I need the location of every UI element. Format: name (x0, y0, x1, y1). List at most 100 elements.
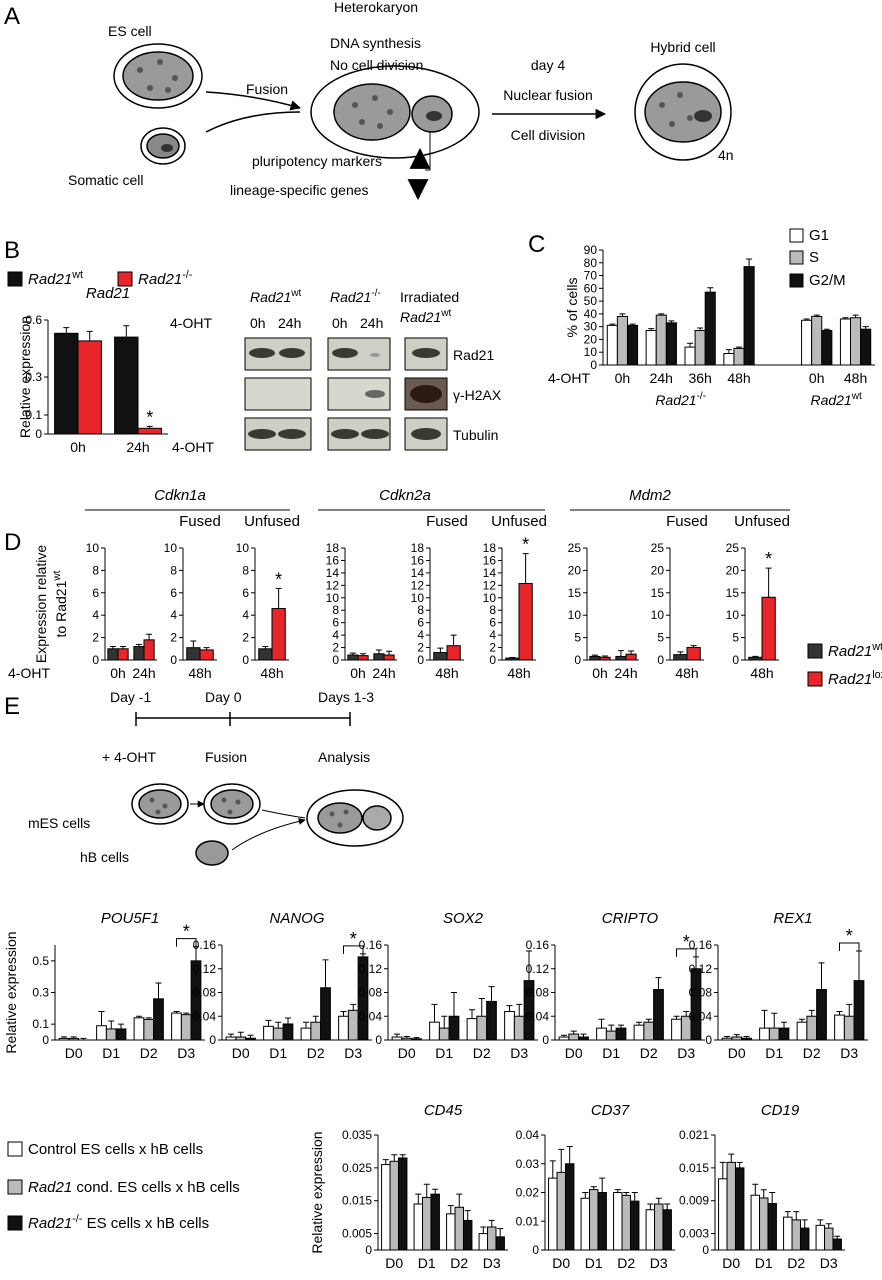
error-bar (303, 1021, 309, 1029)
error-bar (558, 1148, 565, 1173)
bar (759, 1197, 769, 1251)
x-tick-label: 48h (188, 665, 211, 681)
superscript: wt (851, 391, 862, 402)
x-tick-label: D2 (640, 1045, 658, 1061)
bar (768, 1027, 780, 1041)
bar (171, 1012, 182, 1041)
x-tick-label: D0 (728, 1045, 746, 1061)
y-tick-label: 8 (170, 563, 177, 577)
error-bar (522, 553, 529, 584)
error-bar (262, 646, 269, 649)
bar (597, 1192, 607, 1251)
bar (580, 1197, 591, 1251)
y-tick-label: 0 (489, 653, 496, 667)
bar (645, 1209, 656, 1251)
superscript: wt (290, 288, 301, 299)
error-bar (580, 1033, 587, 1038)
chart-title: Unfused (491, 513, 547, 530)
x-tick-label: 0h (592, 665, 608, 681)
y-tick-label: 20 (568, 563, 582, 577)
bar (654, 1203, 664, 1251)
y-tick-label: 6 (489, 616, 496, 630)
error-bar (437, 647, 444, 653)
bar (114, 336, 139, 435)
y-tick-label: 10 (651, 608, 665, 622)
error-bar (265, 1019, 272, 1027)
error-bar (655, 1197, 662, 1204)
legend-swatch (117, 271, 133, 287)
bar (446, 645, 461, 661)
error-bar (109, 646, 116, 649)
error-bar (145, 1017, 152, 1020)
timeline-step: Analysis (318, 749, 370, 765)
error-bar (516, 1003, 523, 1017)
bar (454, 1206, 464, 1251)
y-tick-label: 15 (568, 586, 582, 600)
bar (186, 647, 201, 661)
bar (718, 1178, 728, 1251)
y-tick-label: 16 (326, 553, 340, 567)
bar (505, 657, 520, 661)
x-tick-label: D0 (385, 1255, 403, 1271)
bar (373, 653, 385, 661)
y-tick-label: 0.04 (516, 1128, 540, 1142)
x-tick-label: D0 (722, 1255, 740, 1271)
x-tick-label: 24h (614, 665, 637, 681)
legend-label-text: Control ES cells x hB cells (28, 1141, 203, 1158)
diagram-label: Heterokaryon (334, 0, 418, 15)
y-tick-label: 0 (732, 653, 739, 667)
bar (77, 340, 102, 435)
error-bar (836, 1011, 843, 1016)
significance: * (765, 549, 772, 569)
y-tick-label: 2 (489, 641, 496, 655)
error-bar (846, 1003, 853, 1017)
y-tick-label: 0 (332, 653, 339, 667)
x-tick-label: D2 (803, 1045, 821, 1061)
bar (726, 1161, 736, 1251)
y-axis-label: Expression relative (33, 545, 49, 663)
y-tick-label: 0.16 (526, 938, 550, 952)
y-tick-label: 0.6 (25, 313, 42, 327)
error-bar (464, 1210, 471, 1221)
bar (767, 1202, 777, 1251)
significance: * (275, 569, 282, 589)
y-tick-label: 0.005 (342, 1227, 372, 1241)
error-bar (350, 1003, 357, 1011)
y-tick-label: 0.003 (679, 1227, 709, 1241)
legend-swatch (807, 671, 823, 687)
error-bar (399, 1154, 406, 1158)
error-bar (801, 1219, 808, 1229)
y-tick-label: 0.08 (193, 986, 217, 1000)
error-bar (228, 1033, 234, 1038)
chart-title: POU5F1 (101, 910, 159, 927)
x-tick-label: 48h (750, 665, 773, 681)
y-tick-label: 0.12 (359, 962, 383, 976)
superscript: wt (440, 308, 451, 319)
error-bar (683, 1011, 690, 1017)
y-tick-label: 0.12 (526, 962, 550, 976)
x-tick-label: 48h (727, 370, 750, 386)
bar (645, 330, 657, 366)
error-bar (340, 1011, 347, 1017)
y-tick-label: 0.02 (516, 1186, 540, 1200)
x-tick-label: D1 (585, 1255, 603, 1271)
bar (613, 1192, 623, 1251)
bar (806, 1015, 818, 1041)
error-bar (862, 326, 869, 330)
error-bar (664, 1203, 671, 1210)
x-tick-label: 24h (650, 370, 673, 386)
bar (338, 1015, 349, 1041)
y-tick-label: 20 (726, 563, 740, 577)
gene-header: Cdkn1a (154, 487, 206, 504)
lane-label: 24h (278, 315, 301, 331)
bar (58, 1037, 70, 1041)
y-tick-label: 8 (417, 603, 424, 617)
bar (625, 653, 637, 661)
x-tick-label: D3 (840, 1045, 858, 1061)
chart-title: Fused (666, 513, 708, 530)
bar (578, 1036, 589, 1041)
bar (761, 596, 776, 661)
panel-label: A (4, 3, 20, 30)
bar (684, 346, 696, 366)
